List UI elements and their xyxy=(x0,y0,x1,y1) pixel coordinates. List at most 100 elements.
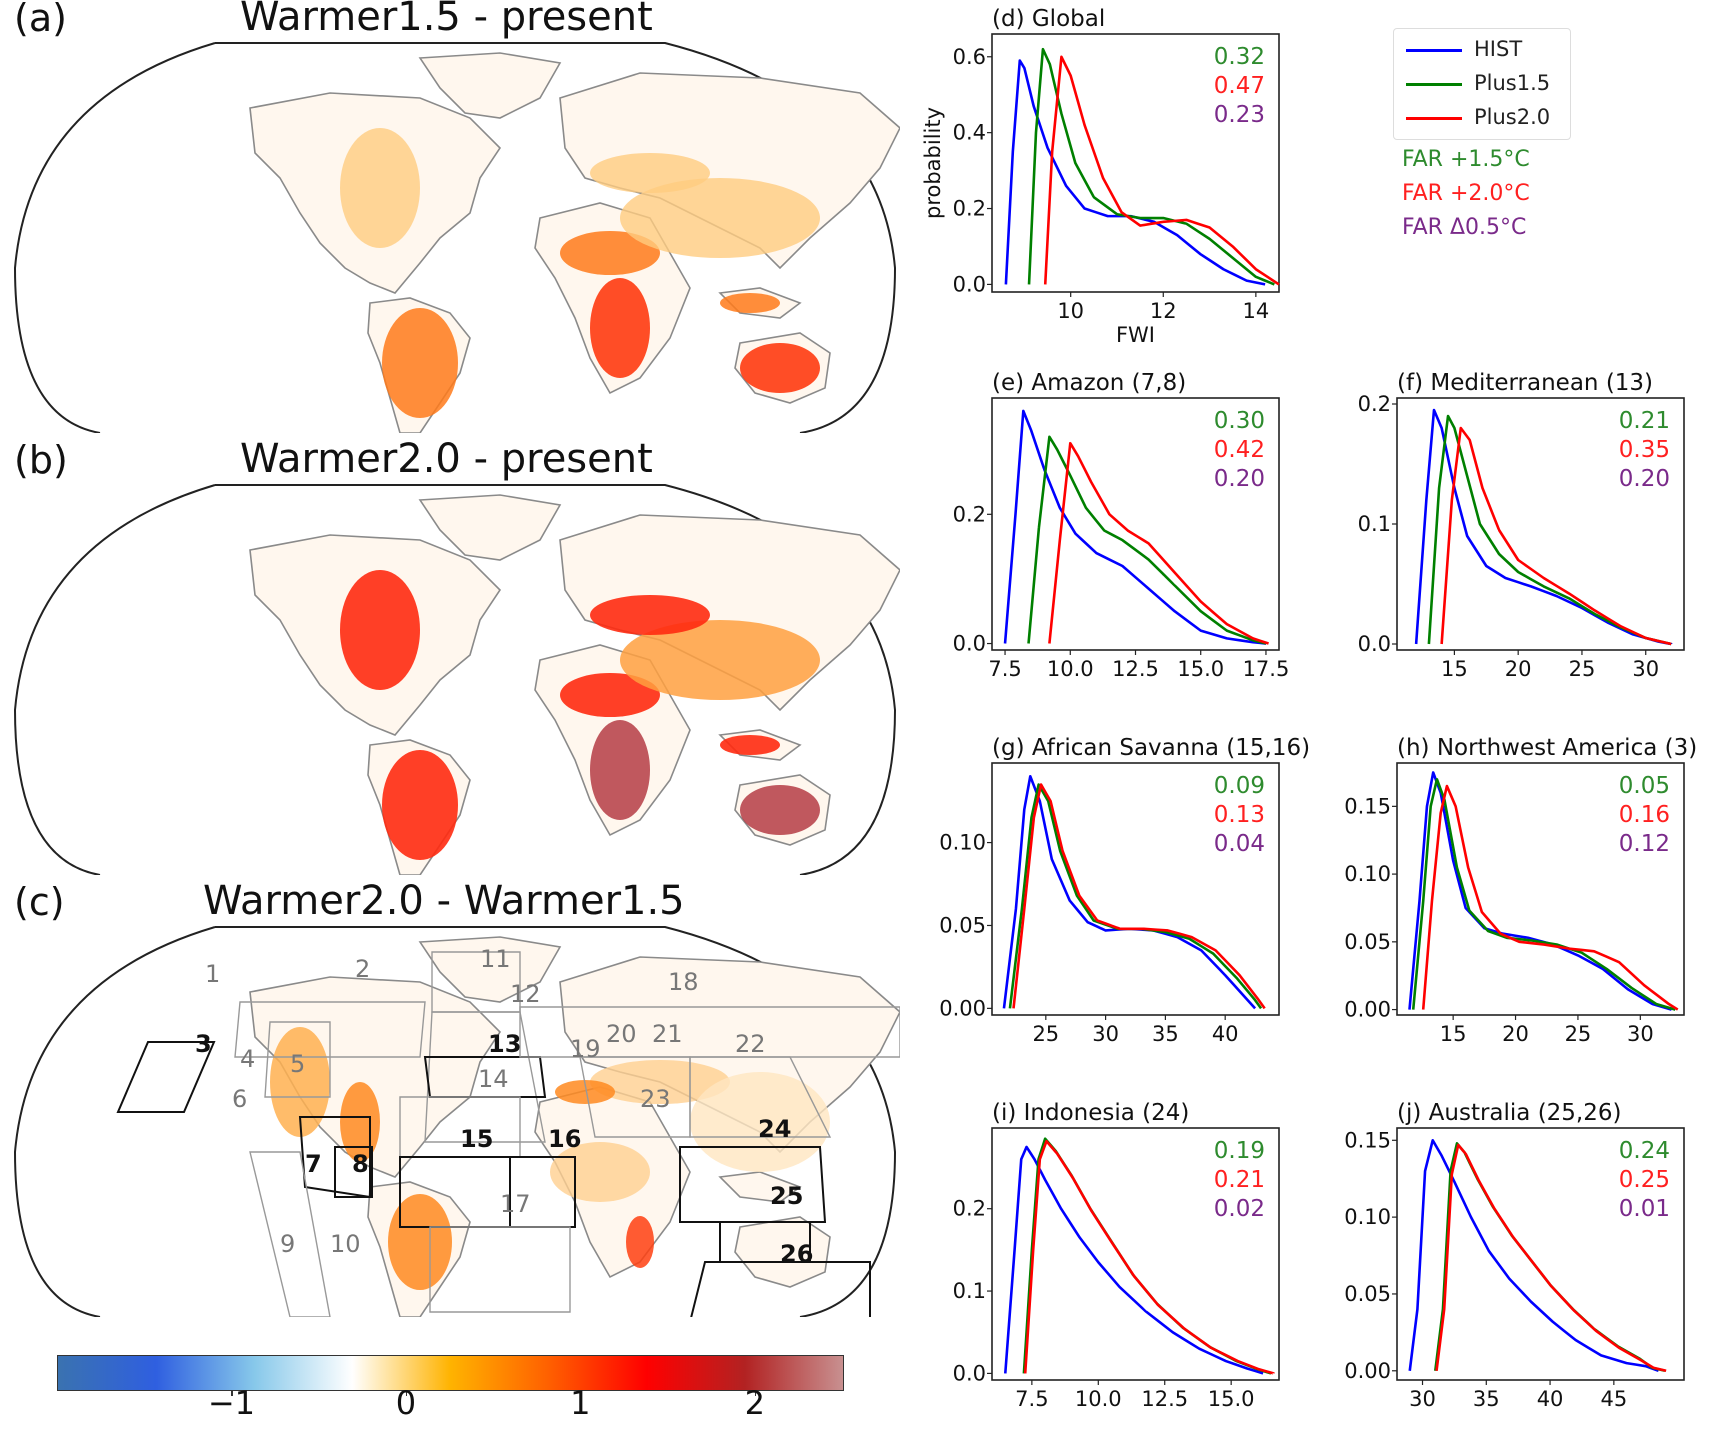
far-value: 0.47 xyxy=(1214,73,1265,99)
x-tick-label: 40 xyxy=(1537,1387,1564,1411)
region-label-9: 9 xyxy=(280,1230,295,1258)
pdf-line-plus20 xyxy=(1421,784,1679,1011)
region-label-18: 18 xyxy=(668,968,699,996)
anomaly-cell xyxy=(382,750,458,860)
pdf-line-plus15 xyxy=(1027,47,1275,286)
far-label-20: FAR +2.0°C xyxy=(1402,181,1530,206)
colorbar-tick-mark xyxy=(405,1390,408,1396)
anomaly-cell xyxy=(590,153,710,193)
y-tick-label: 0.0 xyxy=(953,632,986,656)
far-value: 0.21 xyxy=(1214,1167,1265,1193)
region-label-25: 25 xyxy=(770,1182,803,1210)
world-map-a xyxy=(13,42,900,433)
colorbar-tick-label: 1 xyxy=(570,1384,591,1422)
x-axis-label: FWI xyxy=(1116,323,1155,347)
pdf-line-hist xyxy=(1004,59,1266,286)
x-tick-label: 7.5 xyxy=(1015,1387,1048,1411)
axes-frame xyxy=(991,33,1280,293)
region-label-17: 17 xyxy=(500,1190,531,1218)
far-value: 0.05 xyxy=(1619,773,1670,799)
colorbar-gradient xyxy=(57,1355,844,1391)
region-label-20: 20 xyxy=(606,1020,637,1048)
region-label-5: 5 xyxy=(290,1050,305,1078)
anomaly-cell xyxy=(560,231,660,275)
region-box xyxy=(679,1146,827,1223)
far-value: 0.13 xyxy=(1214,802,1265,828)
chart-title: (i) Indonesia (24) xyxy=(992,1100,1189,1126)
pdf-chart-h: (h) Northwest America (3) 15 20 25 30 0.00 0.0… xyxy=(1344,735,1697,1046)
y-axis-label: probability xyxy=(921,107,945,219)
anomaly-cell xyxy=(560,673,660,717)
region-label-11: 11 xyxy=(480,945,511,973)
pdf-line-hist xyxy=(1408,771,1672,1011)
anomaly-cell xyxy=(720,735,780,755)
far-value: 0.01 xyxy=(1619,1196,1670,1222)
anomaly-cell xyxy=(388,1194,452,1290)
x-tick-label: 14 xyxy=(1242,299,1269,323)
pdf-line-hist xyxy=(1414,408,1672,646)
legend-line-hist xyxy=(1406,49,1462,52)
far-value: 0.04 xyxy=(1214,831,1265,857)
x-tick-label: 20 xyxy=(1502,1022,1529,1046)
region-box xyxy=(116,1041,216,1113)
anomaly-cell xyxy=(626,1216,654,1268)
region-label-3: 3 xyxy=(195,1030,212,1058)
region-label-23: 23 xyxy=(640,1085,671,1113)
y-tick-label: 0.00 xyxy=(1344,998,1391,1022)
map-boundary xyxy=(13,42,897,433)
x-tick-label: 25 xyxy=(1032,1022,1059,1046)
far-value: 0.09 xyxy=(1214,773,1265,799)
chart-title: (f) Mediterranean (13) xyxy=(1397,370,1653,396)
y-tick-label: 0.10 xyxy=(1344,862,1391,886)
region-box xyxy=(689,1056,832,1138)
colorbar-tick-mark xyxy=(754,1390,757,1396)
pdf-chart-f: (f) Mediterranean (13)15 20 25 300.00.10.20… xyxy=(1358,370,1685,681)
y-tick-label: 0.4 xyxy=(953,121,986,145)
far-value: 0.42 xyxy=(1214,437,1265,463)
region-label-21: 21 xyxy=(652,1020,683,1048)
far-value: 0.20 xyxy=(1214,466,1265,492)
pdf-chart-i: (i) Indonesia (24) 7.5 10.0 12.5 15.0 0.0 0.1 0… xyxy=(953,1100,1280,1411)
chart-title: (h) Northwest America (3) xyxy=(1397,735,1697,761)
y-tick-label: 0.6 xyxy=(953,45,986,69)
x-tick-label: 10.0 xyxy=(1075,1387,1122,1411)
x-tick-label: 12.5 xyxy=(1112,657,1159,681)
y-tick-label: 0.05 xyxy=(939,913,986,937)
panel-label-b: (b) xyxy=(14,438,68,482)
anomaly-cell xyxy=(340,570,420,690)
x-tick-label: 30 xyxy=(1627,1022,1654,1046)
pdf-chart-d: (d) Global 10 12 14 0.0 0.2 0.4 0.6 FWI probabili… xyxy=(921,6,1280,347)
map-boundary xyxy=(13,926,897,1317)
y-tick-label: 0.00 xyxy=(1344,1359,1391,1383)
colorbar-tick-mark xyxy=(231,1390,233,1396)
far-value: 0.35 xyxy=(1619,437,1670,463)
region-label-15: 15 xyxy=(460,1125,493,1153)
region-label-13: 13 xyxy=(488,1030,521,1058)
anomaly-cell xyxy=(270,1027,330,1137)
pdf-line-plus20 xyxy=(1043,55,1280,286)
far-value: 0.19 xyxy=(1214,1138,1265,1164)
far-value: 0.23 xyxy=(1214,102,1265,128)
anomaly-cell xyxy=(590,720,650,820)
region-box xyxy=(690,1261,871,1317)
region-box xyxy=(234,1001,426,1058)
region-label-1: 1 xyxy=(205,960,220,988)
panel-label-a: (a) xyxy=(14,0,67,40)
far-value: 0.16 xyxy=(1619,802,1670,828)
anomaly-cell xyxy=(590,278,650,378)
anomaly-cell xyxy=(382,308,458,418)
legend-label-hist: HIST xyxy=(1474,37,1523,61)
y-tick-label: 0.0 xyxy=(953,272,986,296)
anomaly-cell xyxy=(740,343,820,393)
pdf-line-hist xyxy=(1003,1145,1264,1375)
region-box xyxy=(519,1006,900,1058)
axes-frame xyxy=(991,397,1280,651)
y-tick-label: 0.1 xyxy=(1358,512,1391,536)
legend-box: HIST Plus1.5 Plus2.0 xyxy=(1393,28,1571,140)
far-value: 0.30 xyxy=(1214,408,1265,434)
x-tick-label: 15 xyxy=(1441,657,1468,681)
x-tick-label: 15.0 xyxy=(1177,657,1224,681)
region-label-6: 6 xyxy=(232,1085,247,1113)
region-box xyxy=(509,1156,576,1228)
